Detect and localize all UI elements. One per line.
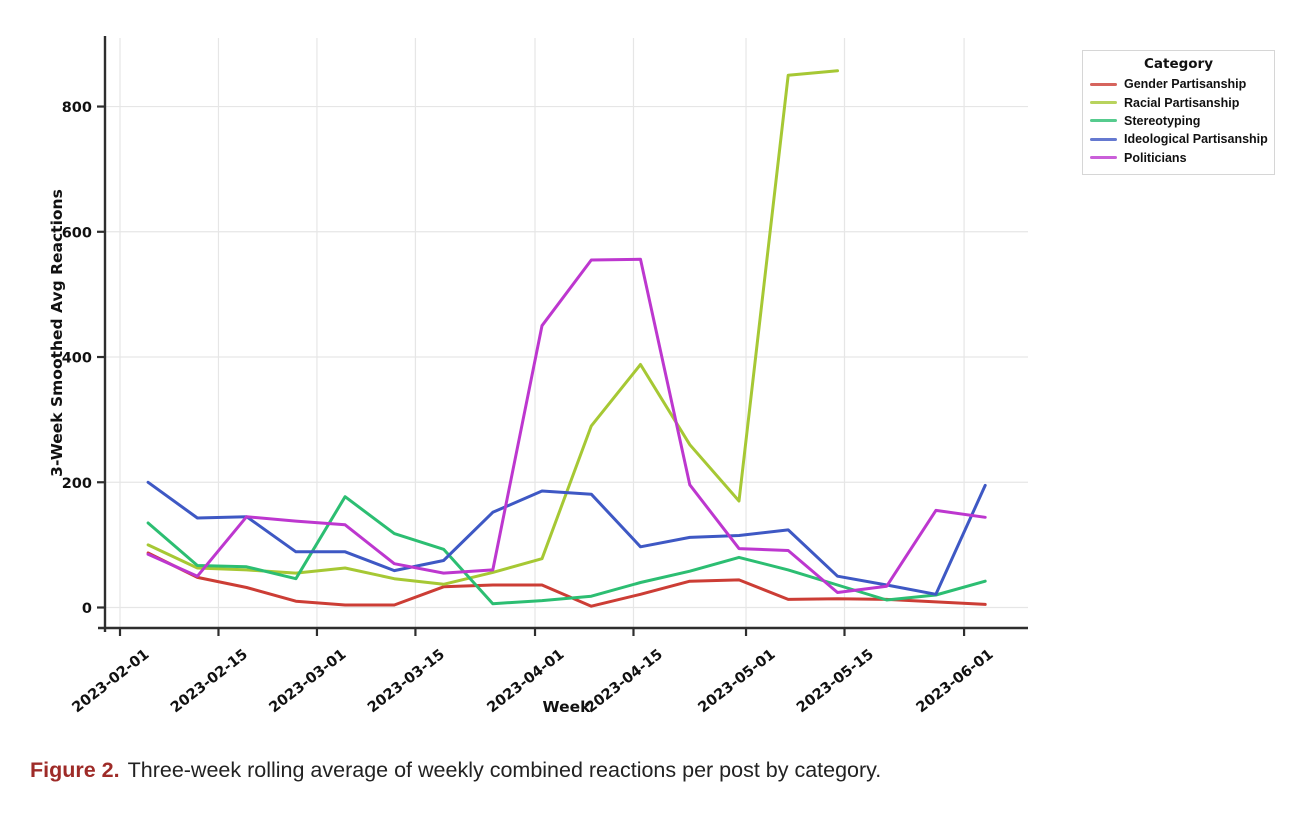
legend-label: Gender Partisanship [1124,77,1247,92]
y-tick-label: 400 [62,351,92,367]
x-tick-label: 2023-04-15 [583,647,666,717]
legend-title: Category [1143,56,1214,72]
legend-label: Ideological Partisanship [1124,132,1268,147]
y-tick-label: 800 [62,100,92,116]
y-tick-label: 200 [62,476,92,492]
y-axis-title: 3-Week Smoothed Avg Reactions [48,189,66,477]
x-tick-label: 2023-05-01 [696,647,779,717]
legend-line-swatch [1090,156,1117,160]
y-tick-label: 600 [62,225,92,241]
x-tick-label: 2023-03-15 [365,647,448,717]
y-tick-label: 0 [82,601,92,617]
figure-caption: Figure 2. Three-week rolling average of w… [30,758,881,783]
series-line-racial-partisanship [146,69,839,586]
series-line-ideological-partisanship [146,480,987,596]
x-tick-label: 2023-03-01 [266,647,349,717]
series-line-politicians [146,257,987,594]
x-tick-label: 2023-02-15 [168,647,251,717]
legend-items: Gender Partisanship Racial Partisanship St… [1083,75,1274,167]
legend-item: Politicians [1083,149,1274,167]
x-tick-label: 2023-06-01 [914,647,997,717]
legend-line-swatch [1090,101,1117,105]
series-line-gender-partisanship [146,551,987,608]
series-line-stereotyping [146,495,987,606]
legend-item: Stereotyping [1083,112,1274,130]
legend-item: Ideological Partisanship [1083,130,1274,148]
legend-label: Stereotyping [1124,113,1201,128]
x-tick-label: 2023-05-15 [794,647,877,717]
legend-item: Racial Partisanship [1083,93,1274,111]
legend-label: Racial Partisanship [1124,95,1240,110]
legend-item: Gender Partisanship [1083,75,1274,93]
figure-caption-text: Three-week rolling average of weekly com… [127,758,882,782]
figure-caption-label: Figure 2. [30,758,120,782]
legend-line-swatch [1090,137,1117,141]
legend-line-swatch [1090,119,1117,123]
x-axis-title: Week [543,698,592,716]
legend-line-swatch [1090,82,1117,86]
figure-chart: 0 200 400 600 800 2023-02-01 2023-02-15 2023-03… [48,36,1028,717]
chart-legend: Category Gender Partisanship Racial Parti… [1082,50,1275,175]
x-tick-label: 2023-02-01 [70,647,153,717]
legend-label: Politicians [1124,150,1187,165]
